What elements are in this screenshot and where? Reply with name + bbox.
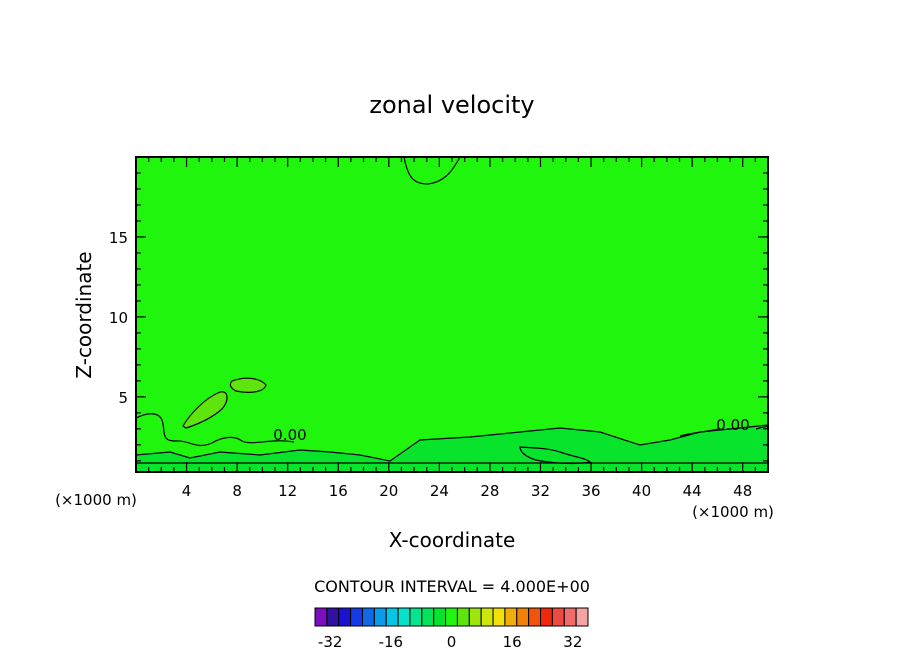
colorbar-swatch — [326, 607, 340, 627]
colorbar-swatch — [563, 607, 577, 627]
colorbar-swatch — [397, 607, 411, 627]
colorbar: -32 -16 0 16 32 — [314, 607, 589, 651]
x-tick-label: 12 — [278, 482, 297, 500]
chart-title: zonal velocity — [369, 91, 534, 119]
colorbar-swatch — [551, 607, 565, 627]
colorbar-tick-label: 0 — [447, 633, 457, 651]
x-tick-label: 24 — [430, 482, 449, 500]
region-positive-lobe-small — [229, 377, 267, 393]
contour-line-3 — [519, 446, 592, 465]
x-tick-label: 44 — [683, 482, 702, 500]
colorbar-swatch — [540, 607, 553, 627]
x-tick-label: 8 — [232, 482, 242, 500]
x-tick-label: 40 — [632, 482, 651, 500]
colorbar-swatch — [361, 607, 375, 627]
contour-interval-text: CONTOUR INTERVAL = 4.000E+00 — [314, 577, 590, 596]
x-tick-label: 36 — [581, 482, 600, 500]
colorbar-tick-label: 32 — [563, 633, 582, 651]
x-tick-label: 32 — [531, 482, 550, 500]
colorbar-swatch — [338, 607, 352, 627]
colorbar-swatch — [314, 607, 328, 627]
x-tick-label: 4 — [182, 482, 192, 500]
x-tick-label: 48 — [733, 482, 752, 500]
colorbar-swatch — [468, 607, 482, 627]
colorbar-swatch — [421, 607, 435, 627]
contour-line-1 — [403, 156, 461, 185]
colorbar-swatch — [445, 607, 458, 627]
y-tick-label: 15 — [109, 229, 128, 247]
field-background — [136, 157, 768, 472]
colorbar-swatch — [385, 607, 399, 627]
region-positive-lobe-lower-left — [182, 391, 228, 429]
colorbar-swatch — [504, 607, 518, 627]
x-tick-label: 28 — [480, 482, 499, 500]
x-tick-label: 20 — [379, 482, 398, 500]
plot-area: 0.00 0.00 — [135, 156, 769, 473]
colorbar-swatch — [492, 607, 506, 627]
colorbar-swatch — [480, 607, 494, 627]
x-axis-label: X-coordinate — [389, 528, 516, 552]
colorbar-tick-label: -16 — [379, 633, 404, 651]
contour-label-2: 0.00 — [716, 416, 749, 434]
colorbar-tick-label: -32 — [318, 633, 343, 651]
x-unit-left: (×1000 m) — [55, 491, 137, 509]
colorbar-swatch — [528, 607, 542, 627]
contour-line-2 — [135, 413, 295, 447]
contour-label-1: 0.00 — [273, 426, 306, 444]
colorbar-swatch — [516, 607, 530, 627]
colorbar-swatch — [456, 607, 470, 627]
colorbar-swatch — [575, 607, 589, 627]
y-axis-label: Z-coordinate — [72, 251, 96, 378]
x-tick-label: 16 — [329, 482, 348, 500]
colorbar-swatch — [373, 607, 387, 627]
colorbar-swatch — [409, 607, 423, 627]
colorbar-tick-label: 16 — [503, 633, 522, 651]
y-tick-label: 5 — [118, 389, 128, 407]
colorbar-swatch — [350, 607, 363, 627]
region-near-surface-band — [135, 424, 769, 473]
x-unit-right: (×1000 m) — [692, 503, 774, 521]
y-tick-label: 10 — [109, 309, 128, 327]
colorbar-swatch — [433, 607, 447, 627]
